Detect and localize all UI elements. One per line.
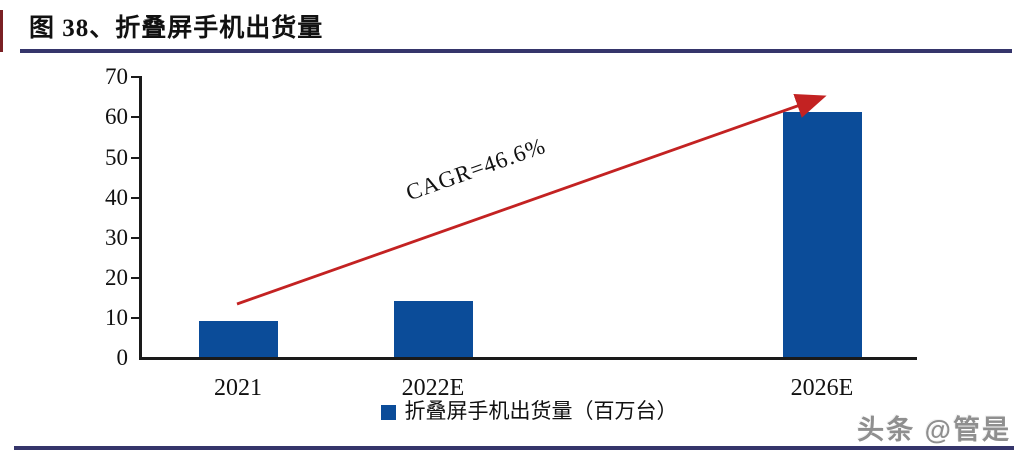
y-tick-mark (131, 197, 139, 199)
y-tick-mark (131, 277, 139, 279)
y-tick-label: 0 (116, 345, 129, 370)
y-tick-label: 30 (105, 225, 128, 250)
x-tick-label-2026e: 2026E (790, 375, 854, 401)
bottom-divider-rule (14, 446, 1014, 450)
y-axis-line (139, 76, 142, 360)
left-accent-stripe (0, 10, 3, 52)
y-tick-label: 20 (105, 265, 128, 290)
y-tick-mark (131, 237, 139, 239)
y-tick-mark (131, 76, 139, 78)
x-tick-label-2022e: 2022E (401, 375, 465, 401)
y-tick-mark (131, 317, 139, 319)
y-tick-label: 50 (105, 145, 128, 170)
y-tick-mark (131, 157, 139, 159)
watermark: 头条 @管是 (857, 415, 1011, 445)
legend: 折叠屏手机出货量（百万台） (140, 398, 918, 424)
y-tick-label: 40 (105, 185, 128, 210)
legend-label: 折叠屏手机出货量（百万台） (404, 399, 678, 423)
cagr-annotation: CAGR=46.6% (402, 132, 549, 206)
y-tick-label: 10 (105, 305, 128, 330)
bar-2021 (199, 321, 278, 357)
y-tick-label: 60 (105, 104, 128, 129)
legend-swatch-icon (380, 404, 396, 420)
bar-2026e (783, 112, 862, 357)
figure-title: 图 38、折叠屏手机出货量 (29, 15, 324, 42)
x-axis-line (139, 357, 917, 360)
y-tick-label: 70 (105, 64, 128, 89)
bar-2022e (394, 301, 473, 357)
y-tick-mark (131, 116, 139, 118)
title-divider-rule (20, 49, 1012, 53)
x-tick-label-2021: 2021 (214, 375, 262, 401)
